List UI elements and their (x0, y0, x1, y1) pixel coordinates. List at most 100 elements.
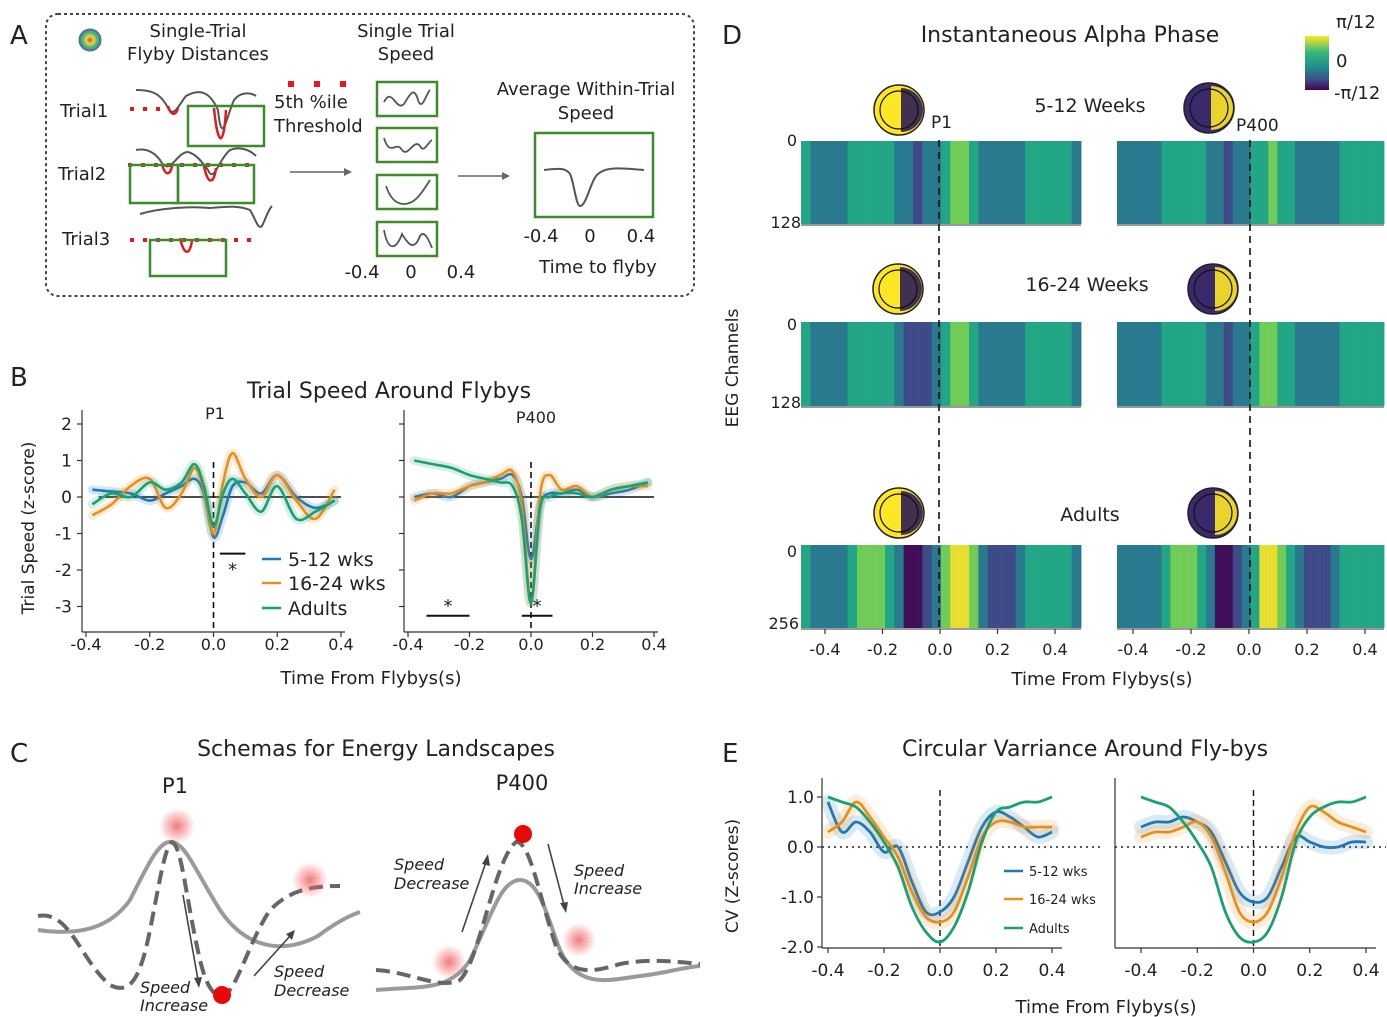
d-xtick-label-1-1: -0.2 (1175, 640, 1206, 659)
panel-c-energy-schema: Schemas for Energy Landscapes P1 P400 Sp… (37, 737, 701, 1015)
heatmap-stripe-0-1-0 (1117, 141, 1127, 224)
b-sig-star-0-0: * (228, 560, 237, 581)
flyby-title-2: Flyby Distances (127, 44, 269, 65)
e-series-line-1-2 (1140, 795, 1367, 944)
heatmap-stripe-2-0-18 (969, 545, 979, 628)
heatmap-stripe-2-1-5 (1161, 545, 1171, 628)
average-xlabel: Time to flyby (538, 257, 657, 278)
heatmap-stripe-0-1-3 (1143, 141, 1154, 224)
arrow-to-average-head (502, 172, 510, 180)
right-glow-right (562, 923, 596, 957)
head-map-outline-5 (1193, 493, 1233, 533)
heatmap-stripe-0-1-5 (1161, 141, 1171, 224)
left-glow-top (159, 808, 195, 844)
head-map-outline-4 (879, 493, 919, 533)
panel-c-title: Schemas for Energy Landscapes (197, 737, 555, 762)
right-glow-left (432, 945, 466, 979)
heatmap-stripe-2-0-27 (1053, 545, 1063, 628)
d-xtick-label-1-0: -0.4 (1117, 640, 1148, 659)
heatmap-stripe-0-1-21 (1303, 141, 1314, 224)
b-xtick-label-0-1: -0.2 (134, 635, 165, 654)
heatmap-stripe-0-0-8 (875, 141, 886, 224)
panel-e-circular-variance-chart: Circular Varriance Around Fly-bys CV (Z-… (723, 737, 1386, 1017)
heatmap-stripe-0-0-19 (978, 141, 989, 224)
heatmap-stripe-0-0-20 (987, 141, 998, 224)
right-arrow-down-head (560, 902, 568, 913)
heatmap-stripe-2-0-10 (894, 545, 905, 628)
heatmap-stripe-2-1-28 (1366, 545, 1376, 628)
heatmap-stripe-2-1-18 (1277, 545, 1287, 628)
b-xtick-label-1-4: 0.4 (641, 635, 666, 654)
heatmap-stripe-0-0-23 (1015, 141, 1026, 224)
left-landscape-solid (37, 839, 361, 949)
d-xtick-label-0-2: 0.0 (927, 640, 952, 659)
heatmap-stripe-0-0-0 (801, 141, 811, 224)
heatmap-stripe-2-0-1 (810, 545, 821, 628)
heatmap-stripe-2-1-27 (1357, 545, 1367, 628)
panel-letter-c: C (10, 739, 28, 769)
heatmap-stripe-0-1-24 (1330, 141, 1340, 224)
heatmap-stripe-2-0-21 (997, 545, 1007, 628)
heatmap-stripe-1-1-13 (1232, 322, 1243, 406)
heatmap-stripe-2-0-26 (1043, 545, 1054, 628)
heatmap-stripe-0-0-21 (997, 141, 1007, 224)
d-xtick-label-1-3: 0.2 (1294, 640, 1319, 659)
panel-b-trial-speed-chart: Trial Speed Around Flybys P1 P400 Trial … (19, 379, 667, 689)
trial-1-dip-a (166, 105, 180, 115)
chart-b-plot-area: 2 1 0 -1 -2 -3 -0.4 -0.2 0.0 0.2 0.4 * -0.4 -0.2 0.0 0.… (55, 410, 667, 654)
b-xtick-label-1-3: 0.2 (580, 635, 605, 654)
heatmap-stripe-0-0-14 (931, 141, 942, 224)
trial-2-dip-b (202, 165, 218, 182)
heatmap-stripe-1-0-2 (819, 322, 830, 406)
heatmap-stripe-1-0-4 (838, 322, 849, 406)
heatmap-stripe-0-0-22 (1006, 141, 1017, 224)
heatmap-stripe-0-0-29 (1071, 141, 1082, 224)
heatmap-stripe-1-0-29 (1071, 322, 1082, 406)
heatmap-stripe-2-0-0 (801, 545, 811, 628)
panel-d-ylabel: EEG Channels (723, 309, 743, 428)
heatmap-stripe-2-0-4 (838, 545, 849, 628)
heatmap-stripe-1-1-26 (1348, 322, 1358, 406)
heatmap-stripe-1-0-27 (1053, 322, 1063, 406)
heatmap-stripe-0-0-11 (903, 141, 914, 224)
heatmap-stripe-0-1-13 (1232, 141, 1243, 224)
head-map-outline-3 (1193, 269, 1233, 309)
d-xtick-label-1-4: 0.4 (1352, 640, 1377, 659)
e-ytick-label-1: 0.0 (787, 838, 814, 858)
heatmap-stripe-1-0-0 (801, 322, 811, 406)
heatmap-stripe-0-1-20 (1295, 141, 1305, 224)
heatmap-stripe-1-0-10 (894, 322, 905, 406)
heatmap-stripe-1-1-14 (1241, 322, 1251, 406)
heatmap-stripe-2-1-8 (1188, 545, 1198, 628)
right-landscape-solid (375, 877, 701, 992)
average-trace (543, 167, 645, 208)
heatmap-stripe-2-0-24 (1025, 545, 1035, 628)
heatmap-stripe-2-0-16 (950, 545, 961, 628)
e-xtick-label-0-0: -0.4 (811, 961, 844, 981)
heatmap-stripe-2-1-3 (1143, 545, 1154, 628)
colorbar-tick-bottom: -π/12 (1334, 83, 1380, 104)
heatmap-stripe-2-1-4 (1152, 545, 1162, 628)
heatmap-stripe-0-1-2 (1134, 141, 1145, 224)
heatmap-stripe-2-0-3 (829, 545, 839, 628)
heatmap-stripe-0-0-7 (866, 141, 877, 224)
heatmap-stripe-0-0-1 (810, 141, 821, 224)
right-arrow-up (461, 861, 487, 933)
heatmap-stripe-1-1-8 (1188, 322, 1198, 406)
left-speed-text: Speed (140, 978, 191, 997)
panel-letter-a: A (10, 21, 28, 51)
b-ytick-label-1: 1 (61, 452, 72, 472)
right-ball (514, 825, 532, 843)
head-map-0 (873, 84, 925, 136)
d-xtick-label-1-2: 0.0 (1236, 640, 1261, 659)
heatmap-stripe-2-1-20 (1295, 545, 1305, 628)
heatmap-stripe-2-0-14 (931, 545, 942, 628)
speed-box-1 (375, 80, 439, 118)
right-increase-text: Increase (574, 879, 642, 898)
speed-tick-3: 0.4 (447, 262, 476, 283)
trial-2-dip-a (160, 163, 174, 175)
heatmap-stripe-1-1-23 (1321, 322, 1332, 406)
heatmap-stripe-1-0-5 (847, 322, 858, 406)
legend-label-5-12: 5-12 wks (288, 549, 374, 571)
heatmap-stripe-2-0-15 (941, 545, 951, 628)
